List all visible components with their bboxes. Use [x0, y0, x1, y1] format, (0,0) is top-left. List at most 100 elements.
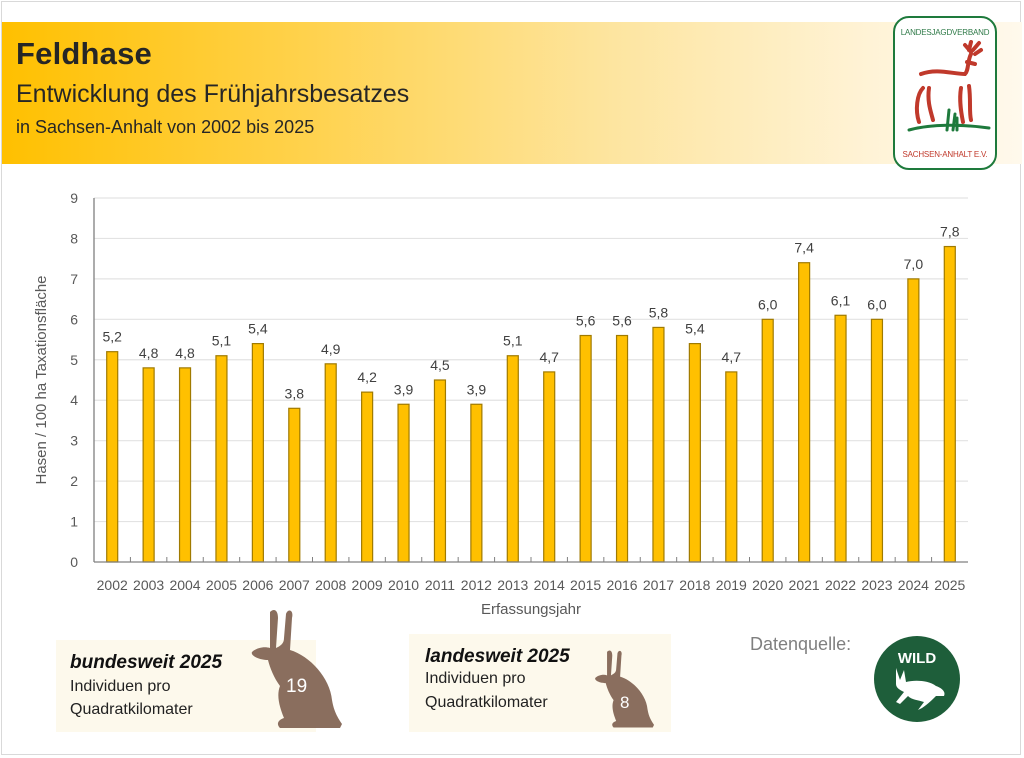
bars: [106, 245, 956, 563]
grid-lines: [94, 197, 968, 523]
x-tick-label-2007: 2007: [279, 577, 310, 593]
page-subsubtitle: in Sachsen-Anhalt von 2002 bis 2025: [16, 117, 315, 137]
value-label-2019: 4,7: [722, 349, 742, 365]
state-card-line2: Quadratkilomater: [425, 694, 548, 711]
value-label-2011: 4,5: [430, 357, 450, 373]
value-label-2002: 5,2: [102, 329, 122, 345]
y-tick-label: 9: [70, 190, 78, 206]
bar-2013: [506, 355, 519, 563]
bar-2025: [943, 245, 956, 563]
bar-2020: [761, 318, 774, 563]
bar-2011: [433, 379, 447, 563]
bar-2003: [142, 367, 155, 563]
value-label-2020: 6,0: [758, 296, 778, 312]
x-tick-label-2003: 2003: [133, 577, 164, 593]
federal-card-title: bundesweit 2025: [70, 652, 223, 673]
value-label-2012: 3,9: [467, 381, 487, 397]
y-axis-title: Hasen / 100 ha Taxationsfläche: [33, 275, 50, 484]
value-label-2009: 4,2: [357, 369, 377, 385]
federal-card-line2: Quadratkilomater: [70, 701, 193, 718]
federal-card-line1: Individuen pro: [70, 678, 171, 695]
logo-bottom-text: SACHSEN-ANHALT E.V.: [902, 150, 988, 159]
bar-2018: [688, 343, 701, 563]
x-tick-label-2002: 2002: [97, 577, 128, 593]
value-label-2024: 7,0: [904, 256, 924, 272]
x-tick-label-2022: 2022: [825, 577, 856, 593]
bar-2016: [615, 334, 629, 563]
value-label-2004: 4,8: [175, 345, 195, 361]
value-label-2005: 5,1: [212, 333, 232, 349]
y-tick-label: 6: [70, 311, 78, 327]
hunting-association-logo: LANDESJAGDVERBAND SACHSEN-ANHALT E.V.: [893, 16, 997, 170]
x-tick-label-2005: 2005: [206, 577, 237, 593]
bar-2008: [324, 363, 337, 563]
value-label-2010: 3,9: [394, 381, 414, 397]
value-label-2008: 4,9: [321, 341, 341, 357]
bar-2017: [652, 326, 665, 563]
wild-logo: WILD: [874, 636, 960, 722]
bar-2021: [798, 262, 811, 563]
value-label-2015: 5,6: [576, 313, 596, 329]
x-tick-label-2008: 2008: [315, 577, 346, 593]
bar-2006: [251, 343, 264, 563]
value-label-2018: 5,4: [685, 321, 705, 337]
wild-logo-text: WILD: [897, 650, 937, 667]
federal-value: 19: [286, 676, 308, 697]
x-tick-label-2023: 2023: [861, 577, 892, 593]
hare-icon-state: [595, 650, 655, 728]
state-card-line1: Individuen pro: [425, 670, 526, 687]
bar-2019: [725, 371, 738, 563]
y-tick-label: 7: [70, 271, 78, 287]
state-card-title: landesweit 2025: [425, 646, 570, 667]
y-axis-ticks: 0 1 2 3 4 5 6 7 8 9: [70, 190, 78, 570]
x-tick-label-2019: 2019: [716, 577, 747, 593]
bar-chart: 0 1 2 3 4 5 6 7 8 9 5,2 4,8 4,8 5,1 5,4 3,8 4,9 4,2 3,9 4,…: [33, 190, 968, 618]
x-tick-label-2013: 2013: [497, 577, 528, 593]
x-tick-label-2011: 2011: [425, 577, 455, 593]
bar-2015: [579, 334, 592, 563]
x-tick-label-2024: 2024: [898, 577, 929, 593]
bar-2023: [870, 318, 884, 563]
bar-2004: [178, 367, 192, 563]
bar-2010: [397, 403, 410, 563]
value-label-2003: 4,8: [139, 345, 159, 361]
logo-top-text: LANDESJAGDVERBAND: [900, 28, 990, 37]
x-tick-label-2021: 2021: [789, 577, 820, 593]
y-tick-label: 2: [70, 473, 78, 489]
value-label-2014: 4,7: [539, 349, 559, 365]
x-tick-label-2017: 2017: [643, 577, 674, 593]
y-tick-label: 0: [70, 554, 78, 570]
bar-2009: [361, 391, 374, 563]
value-label-2025: 7,8: [940, 224, 960, 240]
x-tick-label-2009: 2009: [352, 577, 383, 593]
header-band: [2, 22, 1022, 164]
page-subtitle: Entwicklung des Frühjahrsbesatzes: [16, 80, 410, 108]
bar-2024: [907, 278, 920, 563]
x-tick-label-2020: 2020: [752, 577, 783, 593]
y-tick-label: 1: [70, 514, 78, 530]
bar-2012: [470, 403, 483, 563]
data-source-label: Datenquelle:: [750, 634, 852, 654]
x-tick-label-2012: 2012: [461, 577, 492, 593]
bar-2014: [543, 371, 556, 563]
value-label-2006: 5,4: [248, 321, 268, 337]
y-tick-label: 8: [70, 230, 78, 246]
x-tick-label-2006: 2006: [242, 577, 273, 593]
x-tick-label-2004: 2004: [169, 577, 200, 593]
value-label-2007: 3,8: [285, 385, 305, 401]
value-label-2017: 5,8: [649, 304, 669, 320]
deer-icon: [907, 40, 991, 132]
value-labels: 5,2 4,8 4,8 5,1 5,4 3,8 4,9 4,2 3,9 4,5 3,9 5,1 4,7 5…: [102, 224, 959, 402]
x-tick-label-2010: 2010: [388, 577, 419, 593]
page-title: Feldhase: [16, 36, 152, 71]
x-tick-label-2016: 2016: [606, 577, 637, 593]
y-tick-label: 5: [70, 352, 78, 368]
bar-2005: [215, 355, 228, 563]
value-label-2022: 6,1: [831, 292, 851, 308]
x-tick-label-2018: 2018: [679, 577, 710, 593]
state-value: 8: [620, 693, 630, 712]
running-hare-icon: [896, 668, 945, 710]
value-label-2023: 6,0: [867, 296, 887, 312]
bar-2007: [288, 407, 301, 563]
